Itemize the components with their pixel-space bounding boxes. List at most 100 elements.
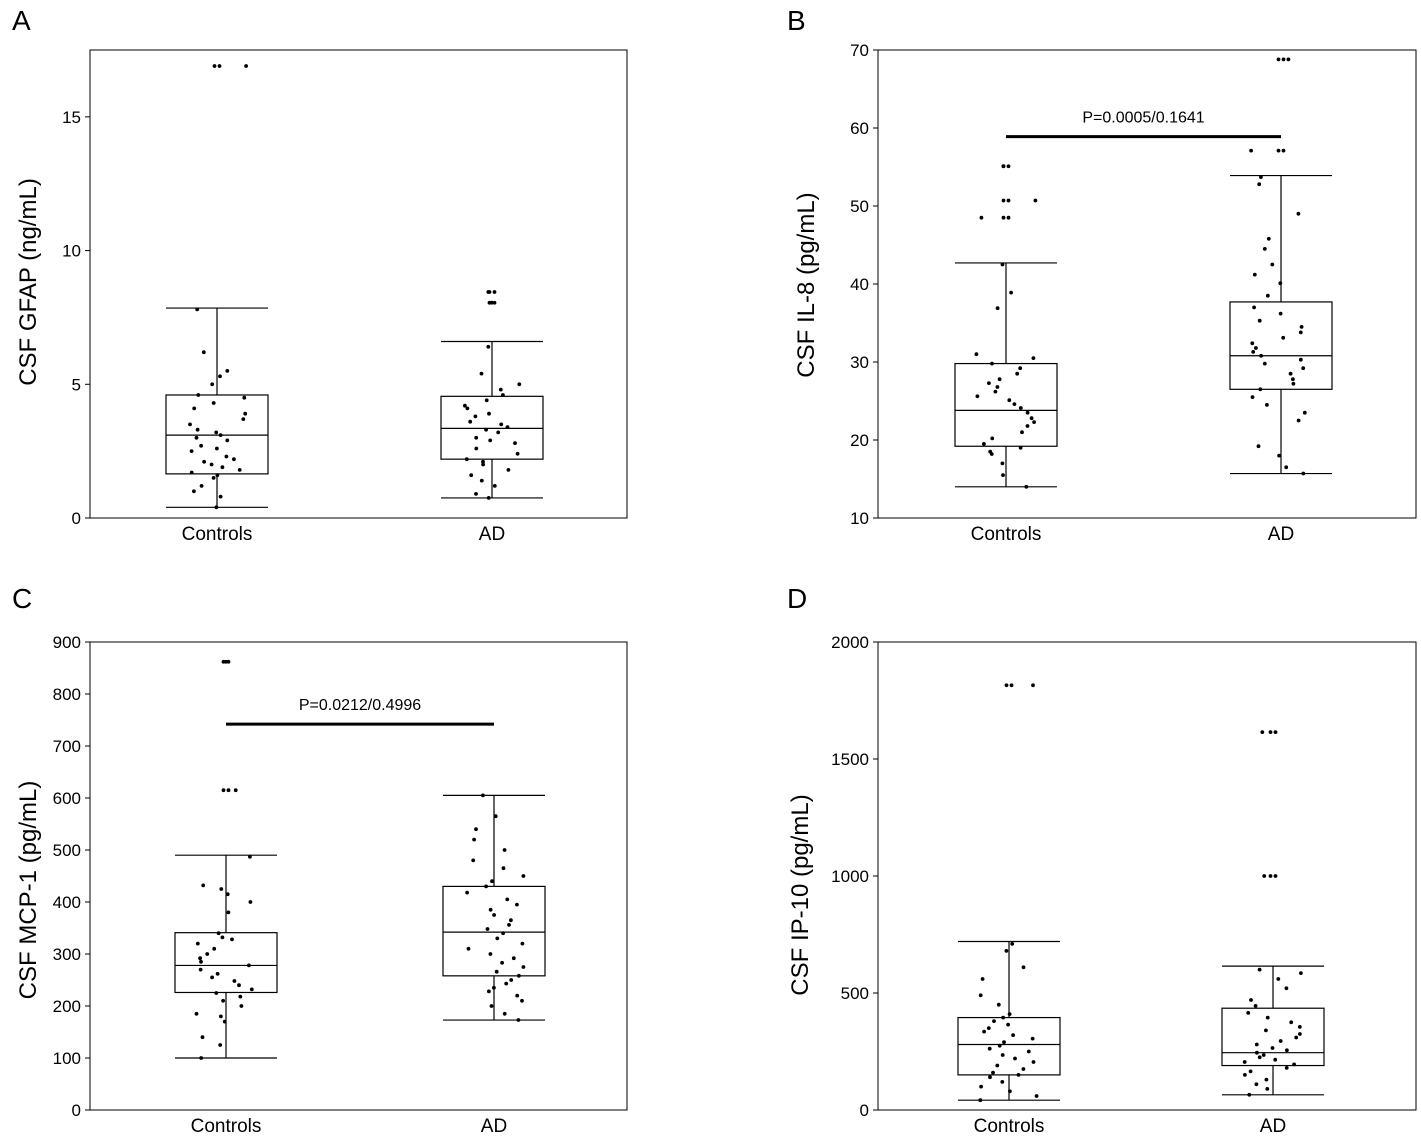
data-point [1273,1057,1278,1062]
data-point [1301,366,1306,371]
data-point [988,449,993,454]
outlier-point [1273,874,1278,878]
box-controls [174,854,278,1059]
data-point [1012,402,1017,406]
data-point [1251,350,1256,354]
y-tick-label: 5 [72,375,81,394]
data-point [1278,281,1283,286]
data-point [464,457,469,462]
data-point [1007,398,1012,403]
data-point [509,918,513,923]
outlier-point [492,290,497,294]
data-point [980,977,985,981]
iqr-box [174,932,278,994]
iqr-box [165,394,269,475]
data-point [1248,1069,1253,1074]
iqr-box [1229,301,1333,390]
x-category-label: AD [1268,524,1294,545]
outlier-point [217,64,222,68]
significance-label: P=0.0005/0.1641 [1082,110,1204,127]
data-point [1265,403,1269,407]
outlier-point [1006,198,1011,203]
data-point [1265,1015,1270,1020]
data-point [233,788,238,793]
data-point [1302,410,1307,415]
y-axis-label: CSF IP-10 (pg/mL) [787,794,814,995]
outlier-point [1006,164,1011,169]
data-point [511,956,516,961]
data-point [509,978,514,982]
data-point [195,941,200,946]
y-tick-label: 70 [850,41,869,60]
data-point [471,858,476,863]
data-point [472,837,476,842]
data-point [1291,381,1296,386]
data-point [1284,986,1289,991]
y-tick-label: 1000 [831,867,869,886]
data-point [995,306,1000,311]
data-point [1243,1073,1247,1077]
data-point [1281,335,1286,340]
y-tick-label: 0 [860,1101,869,1120]
data-point [211,476,216,480]
data-point [198,967,203,972]
x-category-label: Controls [182,524,253,545]
data-point [1008,1089,1012,1094]
data-point [1250,395,1255,399]
data-point [484,427,488,432]
data-point [1299,325,1304,329]
x-category-label: AD [479,524,505,545]
data-point [1029,416,1034,421]
y-tick-label: 0 [72,509,81,528]
data-point [222,1019,227,1024]
data-point [997,1043,1002,1048]
data-point [505,425,510,429]
data-point [241,417,246,421]
data-point [194,1011,199,1016]
data-point [1264,1028,1268,1033]
data-point [1298,357,1303,362]
y-tick-label: 100 [53,1049,81,1068]
data-point [1009,290,1013,295]
data-point [237,468,242,472]
iqr-box [440,395,544,460]
data-point [1030,1036,1035,1041]
outlier-point [1006,215,1011,220]
data-point [517,973,521,978]
data-point [218,374,222,379]
data-point [1261,1053,1266,1057]
data-point [202,459,207,464]
data-point [192,489,196,494]
data-point [516,1018,521,1022]
data-point [979,1084,983,1089]
data-point [238,994,243,999]
data-point [1288,371,1293,376]
data-point [226,910,231,915]
data-point [1260,730,1265,734]
data-point [474,492,478,496]
data-point [214,991,219,995]
data-point [486,344,491,349]
data-point [499,422,504,427]
data-point [1016,1073,1021,1077]
data-point [230,937,234,942]
data-point [987,381,991,385]
data-point [469,473,474,478]
y-tick-label: 600 [53,789,81,808]
data-point [1011,1033,1015,1037]
data-point [1018,366,1023,371]
data-point [1024,484,1029,489]
data-point [1018,406,1023,410]
data-point [990,361,994,366]
y-tick-label: 300 [53,945,81,964]
data-point [487,989,491,994]
data-point [517,382,522,387]
data-point [242,395,247,400]
y-tick-label: 500 [53,841,81,860]
data-point [218,1043,223,1047]
outlier-point [1001,198,1006,203]
data-point [520,941,525,946]
data-point [991,1070,995,1075]
data-point [1257,967,1262,972]
data-point [488,907,493,912]
